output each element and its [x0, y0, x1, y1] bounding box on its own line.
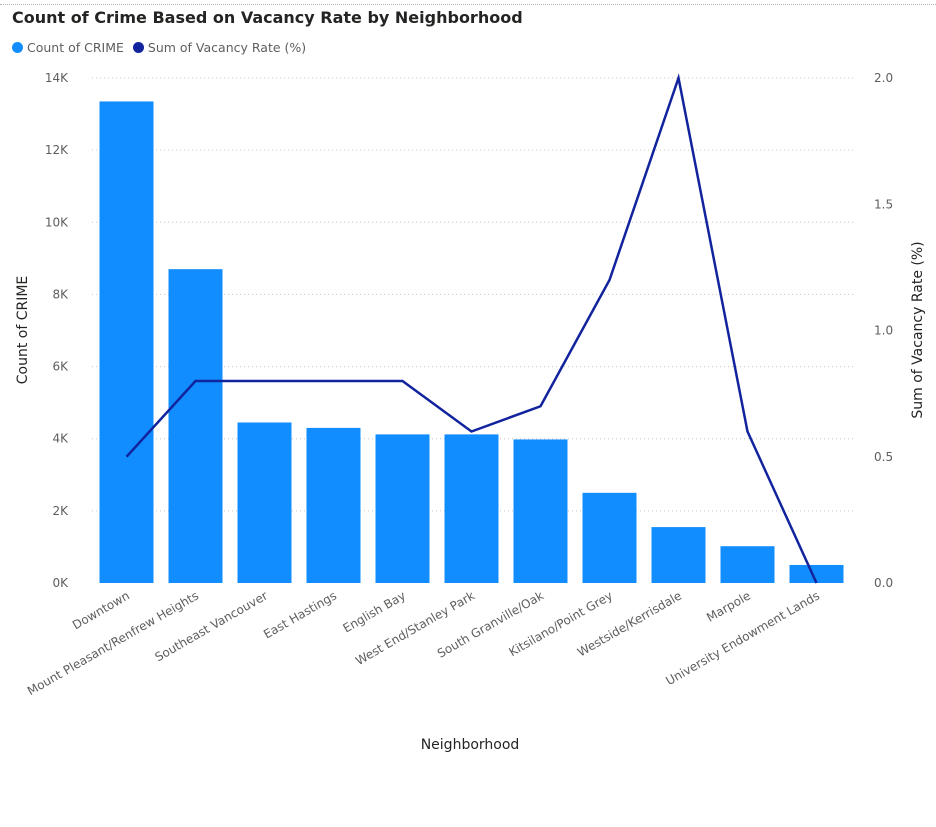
right-axis-ticks: 0.0 0.5 1.0 1.5 2.0	[874, 71, 893, 590]
x-tick-label: English Bay	[341, 588, 408, 635]
bar-series	[99, 101, 844, 584]
bar[interactable]	[513, 439, 568, 583]
y-left-tick-label: 2K	[52, 504, 69, 518]
bar[interactable]	[789, 564, 844, 583]
bar[interactable]	[375, 434, 430, 583]
chart-title: Count of Crime Based on Vacancy Rate by …	[12, 8, 523, 27]
left-axis-ticks: 0K 2K 4K 6K 8K 10K 12K 14K	[45, 71, 69, 590]
y-left-tick-label: 14K	[45, 71, 69, 85]
y-left-tick-label: 4K	[52, 432, 69, 446]
bar[interactable]	[582, 492, 637, 583]
top-border	[0, 4, 936, 5]
line-series	[125, 73, 818, 584]
x-tick-label: Downtown	[70, 588, 132, 632]
y-left-tick-label: 0K	[52, 576, 69, 590]
bar[interactable]	[444, 434, 499, 583]
y-left-tick-label: 10K	[45, 215, 69, 229]
y-right-tick-label: 1.0	[874, 324, 893, 338]
legend-label-vacancy: Sum of Vacancy Rate (%)	[147, 40, 307, 55]
y-right-tick-label: 0.5	[874, 450, 893, 464]
y-left-tick-label: 6K	[52, 360, 69, 374]
legend: Count of CRIME Sum of Vacancy Rate (%)	[12, 40, 315, 55]
legend-item-vacancy[interactable]: Sum of Vacancy Rate (%)	[132, 40, 307, 55]
bar[interactable]	[237, 422, 292, 583]
legend-dot-vacancy	[132, 42, 144, 53]
y-right-tick-label: 1.5	[874, 197, 893, 211]
bar[interactable]	[720, 546, 775, 583]
x-tick-label: Marpole	[704, 588, 753, 624]
y-right-tick-label: 2.0	[874, 71, 893, 85]
x-tick-label: West End/Stanley Park	[353, 588, 477, 668]
vacancy-line[interactable]	[125, 73, 818, 584]
y-axis-right-title: Sum of Vacancy Rate (%)	[910, 241, 926, 418]
y-left-tick-label: 12K	[45, 143, 69, 157]
bar[interactable]	[99, 101, 154, 584]
y-left-tick-label: 8K	[52, 287, 69, 301]
x-tick-label: East Hastings	[261, 588, 339, 641]
bar[interactable]	[306, 427, 361, 583]
y-right-tick-label: 0.0	[874, 576, 893, 590]
legend-label-crime: Count of CRIME	[27, 40, 124, 55]
x-axis-title: Neighborhood	[421, 737, 520, 753]
x-tick-label: Southeast Vancouver	[153, 588, 271, 664]
legend-dot-crime	[12, 42, 23, 53]
legend-item-crime[interactable]: Count of CRIME	[12, 40, 124, 55]
bar[interactable]	[168, 269, 223, 583]
y-axis-left-title: Count of CRIME	[15, 276, 31, 385]
bar[interactable]	[651, 527, 706, 583]
